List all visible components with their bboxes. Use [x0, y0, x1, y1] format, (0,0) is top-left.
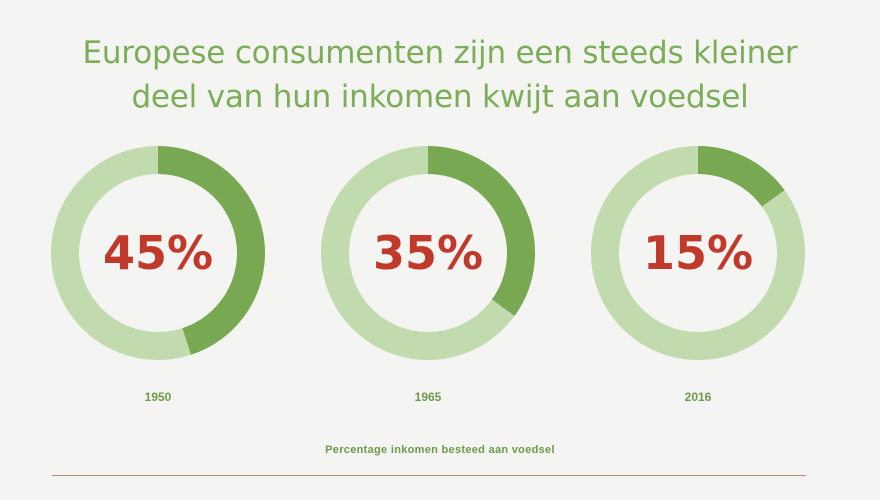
donut-1965: 35% 1965: [321, 146, 535, 404]
chart-title-line-1: Europese consumenten zijn een steeds kle…: [82, 34, 798, 71]
donut-share-arc: [427, 146, 535, 316]
donut-year-label: 1950: [145, 390, 172, 404]
donut-share-arc: [697, 146, 785, 207]
bottom-divider: [52, 475, 806, 476]
donut-share-arc: [157, 146, 265, 355]
donut-value-label: 35%: [373, 226, 483, 280]
donut-1950: 45% 1950: [51, 146, 265, 404]
chart-title: Europese consumenten zijn een steeds kle…: [0, 31, 880, 119]
donut-value-label: 15%: [643, 226, 753, 280]
chart-title-line-2: deel van hun inkomen kwijt aan voedsel: [131, 78, 749, 115]
donut-2016: 15% 2016: [591, 146, 805, 404]
donut-year-label: 1965: [415, 390, 442, 404]
donut-charts: 45% 1950 35% 1965 15% 2016: [51, 146, 805, 404]
x-axis-caption: Percentage inkomen besteed aan voedsel: [325, 444, 555, 456]
donut-year-label: 2016: [685, 390, 712, 404]
donut-value-label: 45%: [103, 226, 213, 280]
